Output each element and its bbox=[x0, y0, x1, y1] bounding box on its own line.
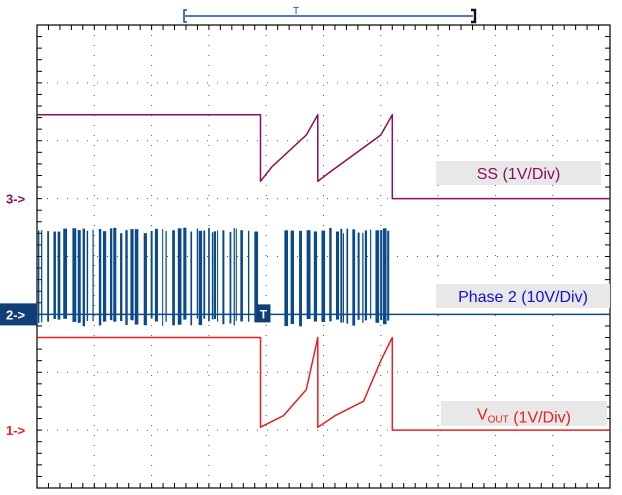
trace-ch2-pulse bbox=[150, 230, 153, 319]
trace-ch2-pulse bbox=[134, 229, 139, 325]
trace-ch2-pulse bbox=[375, 230, 380, 323]
channel-legends: SS (1V/Div) Phase 2 (10V/Div) VOUT (1V/Div… bbox=[436, 161, 610, 427]
trace-ch2-pulse bbox=[183, 227, 187, 320]
trace-ch2-pulse bbox=[240, 230, 243, 322]
trace-ch2-pulse bbox=[130, 229, 134, 321]
trace-ch2-pulse bbox=[211, 232, 214, 320]
grid bbox=[36, 24, 611, 489]
timebase-right-bracket bbox=[471, 8, 477, 24]
traces bbox=[37, 113, 610, 431]
trace-ch2-pulse bbox=[102, 231, 107, 322]
trace-ch2-pulse bbox=[82, 228, 85, 327]
trace-ch2-pulse bbox=[125, 230, 128, 326]
trace-ch2-pulse bbox=[162, 229, 164, 327]
trace-ch2-pulse bbox=[190, 231, 193, 326]
channel-2-marker-bg bbox=[0, 303, 37, 326]
trace-ch2-pulse bbox=[165, 231, 167, 322]
trace-ch2-pulse bbox=[233, 228, 235, 326]
trace-ch2-pulse bbox=[306, 230, 311, 319]
trace-ch2-pulse bbox=[290, 230, 294, 324]
trace-ch2-pulse bbox=[98, 228, 102, 326]
trace-ch2-pulse bbox=[235, 228, 237, 321]
trace-ch2-pulse bbox=[72, 228, 77, 322]
trace-ch2-pulse bbox=[213, 231, 217, 320]
trace-ch2-pulse bbox=[254, 231, 259, 323]
trace-ch2-pulse bbox=[342, 233, 344, 323]
trace-ch2-pulse bbox=[222, 230, 225, 325]
trigger-badge: T bbox=[260, 307, 268, 321]
trace-ch2-pulse bbox=[120, 233, 123, 321]
trace-ch2-pulse bbox=[217, 230, 219, 322]
trace-ch2-pulse bbox=[229, 231, 232, 324]
trace-ch2-pulse bbox=[247, 230, 250, 322]
channel-3-marker: 3-> bbox=[6, 192, 26, 207]
legend-ch1-bg bbox=[441, 401, 607, 426]
channel-1-marker: 1-> bbox=[6, 423, 26, 438]
trigger-position-marker: T bbox=[293, 6, 299, 17]
trace-ch2-pulse bbox=[370, 229, 372, 319]
trace-ch2-pulse bbox=[113, 227, 117, 322]
timebase-indicator: T bbox=[183, 6, 477, 24]
trace-ch2-pulse bbox=[196, 228, 199, 319]
trace-ch2-pulse bbox=[53, 231, 56, 319]
legend-ch3-bg bbox=[436, 161, 601, 185]
trace-ch2-pulse bbox=[41, 230, 43, 323]
legend-ch2: Phase 2 (10V/Div) bbox=[458, 289, 588, 306]
trace-ch2-pulse bbox=[92, 229, 94, 322]
trace-ch2-pulse bbox=[321, 230, 326, 322]
legend-ch3: SS (1V/Div) bbox=[477, 166, 561, 183]
channel-markers: 3-> 2-> 1-> T bbox=[0, 192, 271, 438]
trace-ch3 bbox=[37, 113, 610, 200]
trigger-badge-bg bbox=[256, 304, 271, 323]
trace-ch2-pulse bbox=[38, 230, 40, 323]
trace-ch2-pulse bbox=[364, 230, 368, 321]
trace-ch2-pulse bbox=[335, 231, 339, 320]
trace-ch2-pulse bbox=[63, 228, 68, 319]
trace-ch2-pulse bbox=[380, 229, 383, 321]
channel-2-marker: 2-> bbox=[6, 307, 26, 322]
trace-ch2-pulse bbox=[57, 231, 61, 320]
trace-ch2-pulse bbox=[340, 228, 343, 323]
trace-ch2-pulse bbox=[198, 230, 203, 326]
legend-ch1: VOUT (1V/Div) bbox=[477, 407, 571, 427]
trace-ch2-pulse bbox=[208, 227, 210, 322]
trace-ch2-pulse bbox=[203, 230, 206, 319]
trace-ch2-pulse bbox=[329, 227, 332, 322]
trace-ch2-pulse bbox=[47, 231, 50, 322]
trace-ch2-pulse bbox=[177, 228, 182, 325]
trace-ch2-pulse bbox=[382, 228, 387, 325]
trace-ch2-pulse bbox=[299, 230, 302, 327]
trace-ch2-pulse bbox=[172, 230, 175, 326]
trace-ch2-pulse bbox=[387, 230, 390, 321]
trace-ch2-pulse bbox=[154, 228, 158, 322]
trace-ch2-pulse bbox=[284, 230, 289, 327]
trace-ch2-pulse bbox=[362, 232, 364, 323]
trace-ch2-pulse bbox=[77, 230, 81, 323]
trace-ch2-pulse bbox=[346, 228, 349, 324]
trace-ch2-pulse bbox=[109, 228, 113, 321]
timebase-left-bracket bbox=[183, 9, 187, 23]
trace-ch2-pulse bbox=[143, 233, 147, 326]
trace-ch2-pulse bbox=[352, 229, 356, 326]
trace-ch1 bbox=[37, 336, 610, 431]
trace-ch2-pulse bbox=[313, 231, 318, 322]
trace-ch2-pulse bbox=[357, 232, 360, 320]
legend-ch2-bg bbox=[436, 284, 610, 308]
trace-ch2-pulse bbox=[86, 230, 89, 322]
